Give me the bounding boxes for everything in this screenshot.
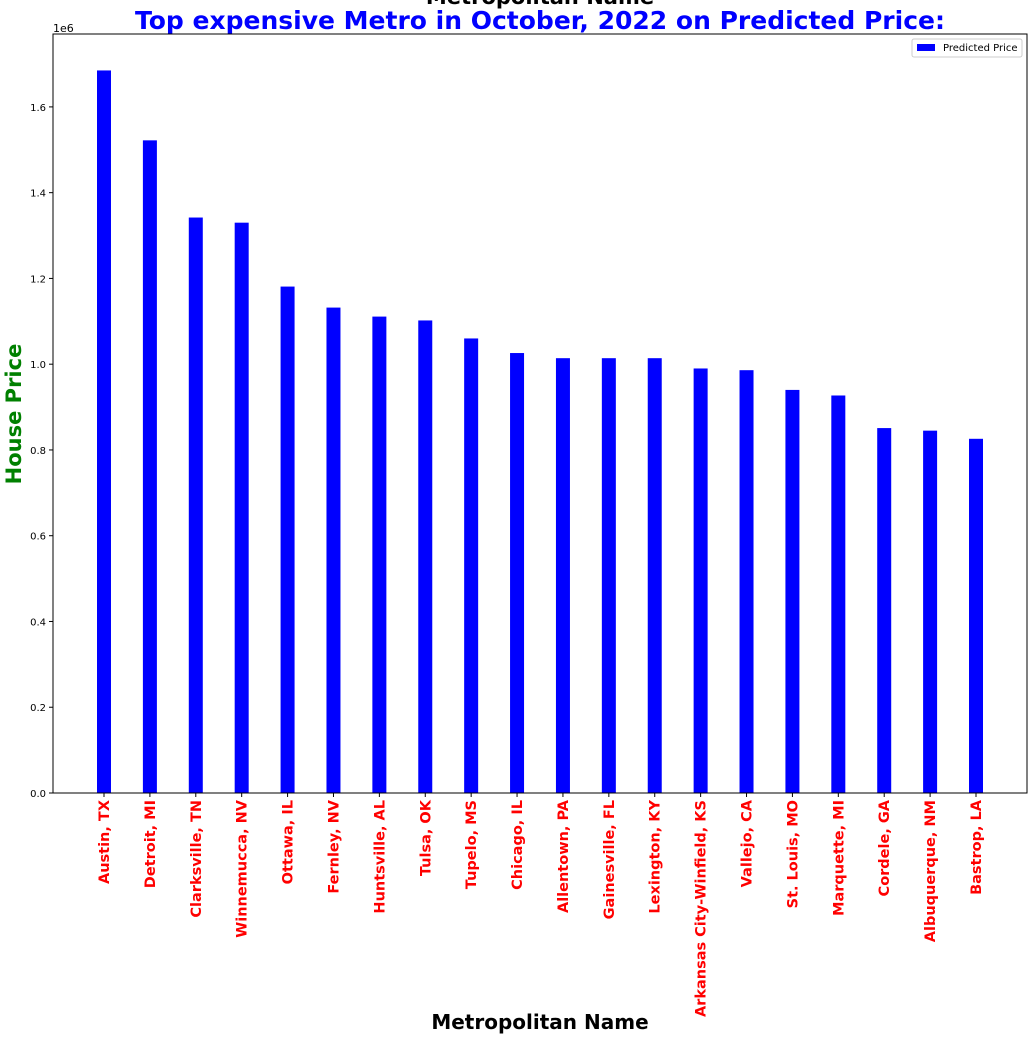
- y-tick-label: 1.6: [30, 103, 46, 114]
- chart-title: Top expensive Metro in October, 2022 on …: [135, 6, 945, 35]
- x-tick-label: Gainesville, FL: [602, 800, 618, 919]
- bar: [601, 358, 616, 793]
- x-tick-label: Albuquerque, NM: [923, 800, 939, 942]
- bar: [785, 389, 800, 793]
- x-tick-label: Lexington, KY: [648, 800, 664, 914]
- bar: [326, 307, 341, 793]
- top-axis-label: Metropolitan Name: [426, 0, 654, 9]
- x-tick-label: Huntsville, AL: [372, 800, 388, 914]
- legend-swatch: [917, 44, 935, 51]
- y-tick-label: 0.6: [30, 532, 46, 543]
- bar: [831, 395, 846, 793]
- x-tick-label: Bastrop, LA: [969, 799, 985, 895]
- x-tick-label: Chicago, IL: [510, 800, 526, 890]
- plot-area-frame: [52, 33, 1028, 794]
- x-axis-label: Metropolitan Name: [431, 1010, 648, 1034]
- x-tick-label: Winnemucca, NV: [235, 799, 251, 938]
- bar: [739, 370, 754, 793]
- x-tick-label: St. Louis, MO: [785, 800, 801, 908]
- bar: [418, 320, 433, 793]
- y-tick-label: 0.0: [30, 789, 46, 800]
- x-tick-label: Tupelo, MS: [464, 800, 480, 889]
- x-tick-label: Clarksville, TN: [189, 800, 205, 918]
- x-tick-label: Arkansas City-Winfield, KS: [694, 800, 710, 1017]
- x-tick-label: Detroit, MI: [143, 800, 159, 888]
- y-axis-offset-label: 1e6: [53, 22, 74, 35]
- x-tick-label: Fernley, NV: [326, 799, 342, 893]
- bar: [97, 70, 111, 793]
- bar: [555, 358, 570, 793]
- legend: Predicted Price: [911, 38, 1023, 58]
- bar: [923, 430, 938, 793]
- y-axis-ticks: 0.0 0.2 0.4 0.6 0.8 1.0 1.2 1.4 1.6: [30, 103, 53, 800]
- x-tick-label: Cordele, GA: [877, 799, 893, 896]
- bar: [234, 222, 249, 793]
- y-tick-label: 0.4: [30, 617, 46, 628]
- y-tick-label: 1.2: [30, 274, 46, 285]
- x-tick-label: Allentown, PA: [556, 799, 572, 913]
- x-tick-label: Austin, TX: [97, 800, 113, 884]
- legend-label: Predicted Price: [943, 43, 1018, 54]
- bar: [647, 358, 662, 793]
- bar: [877, 428, 892, 793]
- legend-box: [911, 38, 1023, 58]
- bar: [693, 368, 708, 793]
- bars-group: [97, 70, 983, 793]
- bar: [969, 438, 983, 793]
- x-tick-label: Ottawa, IL: [281, 800, 297, 884]
- y-tick-label: 1.4: [30, 189, 46, 200]
- x-axis-ticks: Austin, TX Detroit, MI Clarksville, TN Winn…: [97, 793, 985, 1017]
- bar: [372, 316, 387, 793]
- y-tick-label: 1.0: [30, 360, 46, 371]
- bar: [510, 353, 525, 793]
- x-tick-label: Marquette, MI: [831, 800, 847, 916]
- y-axis-label: House Price: [2, 344, 26, 485]
- bar: [464, 338, 479, 793]
- x-tick-label: Tulsa, OK: [418, 799, 434, 876]
- x-tick-label: Vallejo, CA: [740, 799, 756, 887]
- bar: [280, 286, 295, 793]
- y-tick-label: 0.2: [30, 703, 46, 714]
- bar: [142, 140, 157, 793]
- y-tick-label: 0.8: [30, 446, 46, 457]
- bar: [188, 217, 203, 793]
